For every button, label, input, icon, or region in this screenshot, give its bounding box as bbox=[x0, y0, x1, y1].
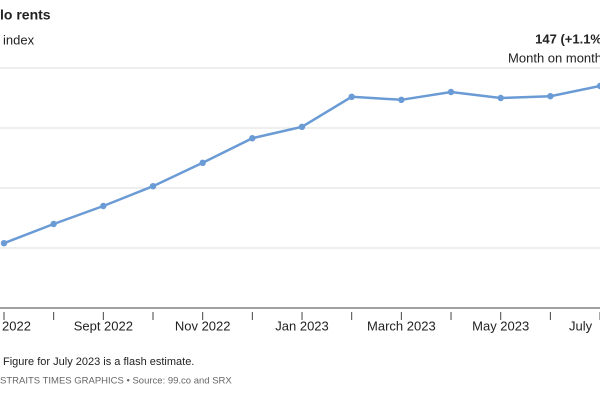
x-tick-label: Sept 2022 bbox=[74, 318, 133, 333]
data-point bbox=[547, 93, 554, 100]
x-tick-label: July bbox=[569, 318, 593, 333]
data-point bbox=[249, 135, 256, 142]
data-point bbox=[447, 88, 455, 96]
annotation-value: 147 (+1.1% bbox=[535, 31, 600, 46]
data-point bbox=[348, 93, 355, 101]
source: STRAITS TIMES GRAPHICS • Source: 99.co a… bbox=[0, 376, 232, 387]
data-point bbox=[149, 183, 157, 190]
data-point bbox=[100, 202, 107, 210]
data-point bbox=[497, 94, 504, 102]
x-tick-label: 2022 bbox=[2, 318, 31, 333]
footnote: Figure for July 2023 is a flash estimate… bbox=[3, 356, 194, 368]
data-point bbox=[596, 82, 600, 90]
x-tick-label: Nov 2022 bbox=[175, 318, 231, 333]
data-point bbox=[0, 240, 8, 247]
chart-title: lo rents bbox=[0, 7, 51, 23]
data-point bbox=[199, 159, 206, 166]
annotation-note: Month on month bbox=[508, 50, 600, 65]
x-tick-label: Jan 2023 bbox=[275, 318, 329, 333]
data-point bbox=[398, 96, 405, 104]
x-tick-label: March 2023 bbox=[367, 318, 436, 333]
chart-subtitle: index bbox=[3, 32, 35, 47]
x-tick-label: May 2023 bbox=[472, 318, 529, 333]
data-point bbox=[50, 220, 57, 228]
data-line bbox=[3, 84, 600, 245]
data-point bbox=[298, 123, 306, 130]
